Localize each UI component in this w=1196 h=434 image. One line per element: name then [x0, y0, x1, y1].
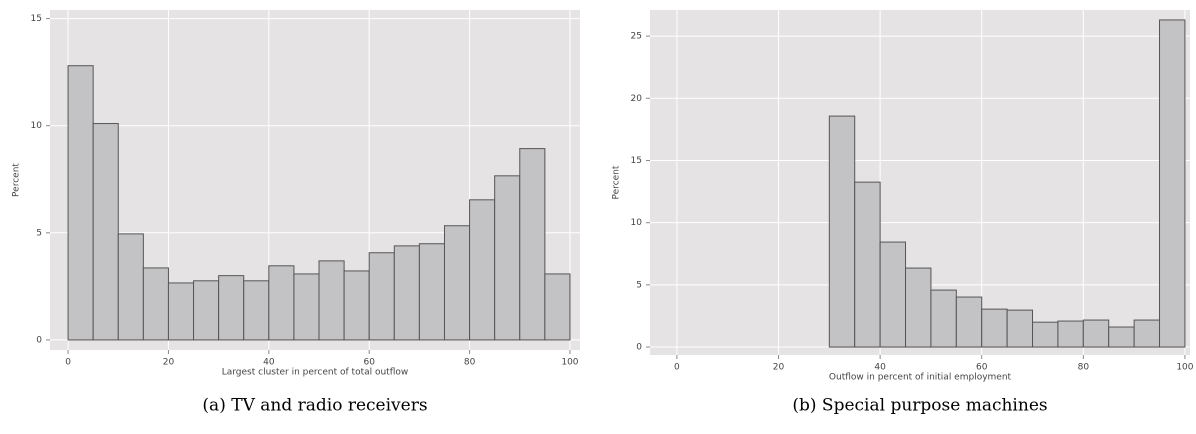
x-axis-label: Largest cluster in percent of total outf… — [222, 368, 409, 378]
bar — [92, 123, 119, 341]
bar — [469, 199, 496, 341]
bar — [418, 243, 445, 341]
x-tick-label: 0 — [674, 363, 680, 373]
y-tick-label: 10 — [631, 218, 643, 228]
x-tick-label: 40 — [263, 358, 275, 368]
bar — [67, 65, 94, 341]
x-axis-label: Outflow in percent of initial employment — [829, 373, 1012, 383]
x-tick-label: 60 — [363, 358, 375, 368]
x-tick-label: 40 — [874, 363, 886, 373]
y-tick-label: 0 — [636, 343, 642, 353]
x-tick-label: 60 — [976, 363, 988, 373]
y-axis-label: Percent — [612, 165, 622, 199]
y-tick-label: 15 — [631, 156, 642, 166]
y-tick-label: 0 — [36, 335, 42, 345]
x-tick-label: 80 — [1078, 363, 1090, 373]
bar — [193, 280, 220, 341]
y-tick-label: 20 — [631, 94, 643, 104]
caption: (a) TV and radio receivers — [202, 396, 427, 416]
bar — [443, 225, 471, 341]
bar — [1057, 320, 1084, 348]
bar — [955, 296, 983, 348]
bar — [142, 267, 169, 341]
bar — [293, 273, 320, 341]
y-tick-label: 5 — [36, 228, 42, 238]
y-axis-label: Percent — [12, 163, 22, 197]
bar — [368, 252, 395, 341]
y-tick-label: 15 — [31, 14, 42, 24]
bar — [1159, 19, 1186, 348]
bar — [343, 270, 370, 341]
x-tick-label: 100 — [561, 358, 578, 368]
y-tick-label: 5 — [636, 280, 642, 290]
x-tick-label: 0 — [65, 358, 71, 368]
bar — [905, 267, 932, 348]
bar — [1133, 319, 1161, 348]
bar — [1032, 321, 1059, 348]
bar — [117, 233, 144, 341]
bar — [1006, 309, 1034, 348]
x-tick-label: 20 — [163, 358, 175, 368]
y-tick-label: 10 — [31, 121, 43, 131]
caption: (b) Special purpose machines — [792, 396, 1047, 416]
bar — [494, 175, 521, 341]
bar — [828, 115, 856, 348]
bar — [519, 148, 546, 341]
bar — [393, 245, 420, 341]
bar — [930, 289, 957, 348]
bar — [243, 280, 270, 341]
bar — [879, 241, 907, 348]
bar — [268, 265, 295, 341]
bar — [1082, 319, 1110, 348]
x-tick-label: 80 — [464, 358, 476, 368]
x-tick-label: 20 — [773, 363, 785, 373]
bar — [854, 181, 881, 348]
y-tick-label: 25 — [631, 32, 642, 42]
x-tick-label: 100 — [1176, 363, 1193, 373]
bar — [1108, 326, 1135, 348]
bar — [167, 282, 195, 341]
bar — [544, 273, 571, 341]
bar — [318, 260, 345, 341]
bar — [218, 275, 245, 341]
bar — [981, 308, 1008, 348]
